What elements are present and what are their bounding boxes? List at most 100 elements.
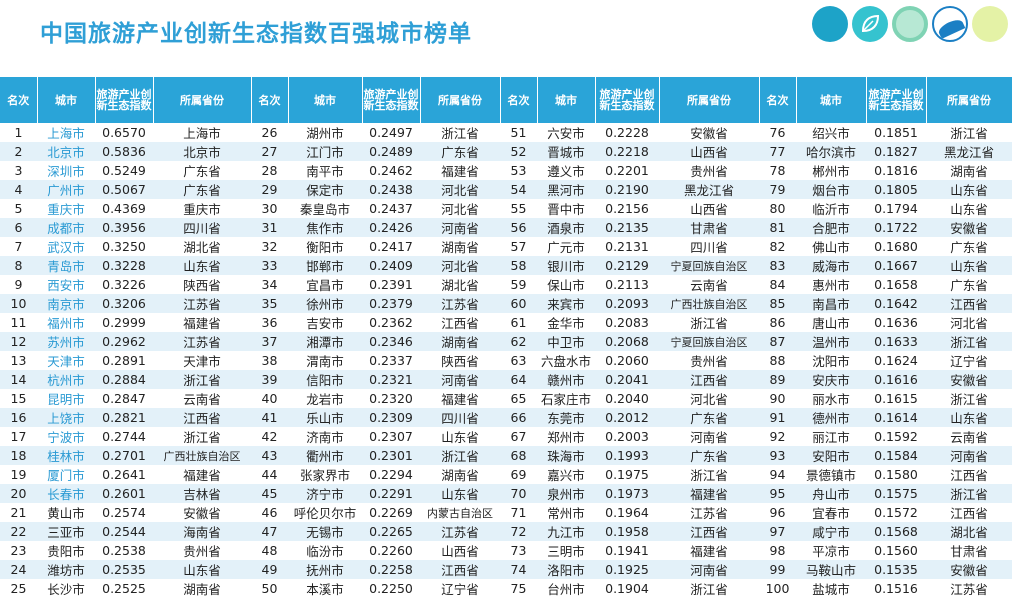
rank-cell: 22 — [0, 522, 37, 541]
rank-cell: 43 — [251, 446, 288, 465]
province-cell: 浙江省 — [926, 484, 1012, 503]
province-cell: 福建省 — [659, 541, 759, 560]
city-cell: 泉州市 — [537, 484, 595, 503]
rank-cell: 64 — [500, 370, 537, 389]
province-cell: 湖北省 — [153, 237, 251, 256]
province-cell: 山东省 — [420, 484, 500, 503]
city-cell: 张家界市 — [288, 465, 362, 484]
index-cell: 0.2409 — [362, 256, 420, 275]
city-cell: 珠海市 — [537, 446, 595, 465]
index-cell: 0.2291 — [362, 484, 420, 503]
city-cell: 保山市 — [537, 275, 595, 294]
rank-cell: 80 — [759, 199, 796, 218]
index-cell: 0.5249 — [95, 161, 153, 180]
index-cell: 0.2346 — [362, 332, 420, 351]
city-cell: 银川市 — [537, 256, 595, 275]
rank-cell: 35 — [251, 294, 288, 313]
table-row: 22 三亚市 0.2544 海南省 47 无锡市 0.2265 江苏省 72 九江市 0.1958 江… — [0, 522, 1012, 541]
city-cell: 郴州市 — [796, 161, 866, 180]
page-title: 中国旅游产业创新生态指数百强城市榜单 — [40, 21, 472, 47]
province-cell: 江苏省 — [153, 294, 251, 313]
header-province: 所属省份 — [659, 77, 760, 123]
rank-cell: 66 — [500, 408, 537, 427]
index-cell: 0.3226 — [95, 275, 153, 294]
rank-cell: 78 — [759, 161, 796, 180]
index-cell: 0.2190 — [595, 180, 659, 199]
province-cell: 贵州省 — [659, 161, 759, 180]
index-cell: 0.1633 — [866, 332, 926, 351]
header-province: 所属省份 — [420, 77, 501, 123]
city-cell: 平凉市 — [796, 541, 866, 560]
rank-cell: 4 — [0, 180, 37, 199]
city-cell: 宁波市 — [37, 427, 95, 446]
index-cell: 0.1592 — [866, 427, 926, 446]
province-cell: 山东省 — [926, 256, 1012, 275]
rank-cell: 49 — [251, 560, 288, 579]
rank-cell: 81 — [759, 218, 796, 237]
index-cell: 0.2362 — [362, 313, 420, 332]
province-cell: 广东省 — [926, 275, 1012, 294]
header-city: 城市 — [537, 77, 596, 123]
city-cell: 东莞市 — [537, 408, 595, 427]
province-cell: 安徽省 — [926, 370, 1012, 389]
province-cell: 贵州省 — [659, 351, 759, 370]
index-cell: 0.2437 — [362, 199, 420, 218]
rank-cell: 34 — [251, 275, 288, 294]
city-cell: 武汉市 — [37, 237, 95, 256]
city-cell: 来宾市 — [537, 294, 595, 313]
city-cell: 深圳市 — [37, 161, 95, 180]
province-cell: 江西省 — [659, 522, 759, 541]
province-cell: 陕西省 — [153, 275, 251, 294]
rank-cell: 61 — [500, 313, 537, 332]
province-cell: 江西省 — [420, 313, 500, 332]
rank-cell: 50 — [251, 579, 288, 598]
rank-cell: 79 — [759, 180, 796, 199]
index-cell: 0.2884 — [95, 370, 153, 389]
province-cell: 浙江省 — [926, 123, 1012, 142]
index-cell: 0.2260 — [362, 541, 420, 560]
city-cell: 绍兴市 — [796, 123, 866, 142]
index-cell: 0.2131 — [595, 237, 659, 256]
rank-cell: 99 — [759, 560, 796, 579]
index-cell: 0.1572 — [866, 503, 926, 522]
province-cell: 河北省 — [420, 199, 500, 218]
city-cell: 南平市 — [288, 161, 362, 180]
province-cell: 安徽省 — [659, 123, 759, 142]
province-cell: 山东省 — [926, 180, 1012, 199]
header-index: 旅游产业创新生态指数 — [362, 77, 421, 123]
province-cell: 江苏省 — [926, 579, 1012, 598]
province-cell: 内蒙古自治区 — [420, 503, 500, 522]
index-cell: 0.1722 — [866, 218, 926, 237]
index-cell: 0.2601 — [95, 484, 153, 503]
province-cell: 山东省 — [926, 408, 1012, 427]
rank-cell: 62 — [500, 332, 537, 351]
province-cell: 山西省 — [420, 541, 500, 560]
city-cell: 宜春市 — [796, 503, 866, 522]
city-cell: 六盘水市 — [537, 351, 595, 370]
index-cell: 0.2113 — [595, 275, 659, 294]
header-city: 城市 — [796, 77, 867, 123]
province-cell: 广东省 — [659, 408, 759, 427]
province-cell: 湖南省 — [420, 332, 500, 351]
rank-cell: 56 — [500, 218, 537, 237]
province-cell: 广东省 — [659, 446, 759, 465]
province-cell: 辽宁省 — [926, 351, 1012, 370]
province-cell: 江苏省 — [420, 522, 500, 541]
table-row: 12 苏州市 0.2962 江苏省 37 湘潭市 0.2346 湖南省 62 中卫市 0.2068 宁… — [0, 332, 1012, 351]
table-row: 6 成都市 0.3956 四川省 31 焦作市 0.2426 河南省 56 酒泉市 0.2135 甘肃… — [0, 218, 1012, 237]
province-cell: 山西省 — [659, 142, 759, 161]
rank-cell: 30 — [251, 199, 288, 218]
province-cell: 上海市 — [153, 123, 251, 142]
rank-cell: 52 — [500, 142, 537, 161]
province-cell: 云南省 — [926, 427, 1012, 446]
province-cell: 浙江省 — [153, 370, 251, 389]
index-cell: 0.2438 — [362, 180, 420, 199]
header-index: 旅游产业创新生态指数 — [595, 77, 660, 123]
city-cell: 烟台市 — [796, 180, 866, 199]
table-row: 11 福州市 0.2999 福建省 36 吉安市 0.2362 江西省 61 金华市 0.2083 浙… — [0, 313, 1012, 332]
city-cell: 临沂市 — [796, 199, 866, 218]
rank-cell: 32 — [251, 237, 288, 256]
index-cell: 0.2489 — [362, 142, 420, 161]
city-cell: 长春市 — [37, 484, 95, 503]
index-cell: 0.2093 — [595, 294, 659, 313]
